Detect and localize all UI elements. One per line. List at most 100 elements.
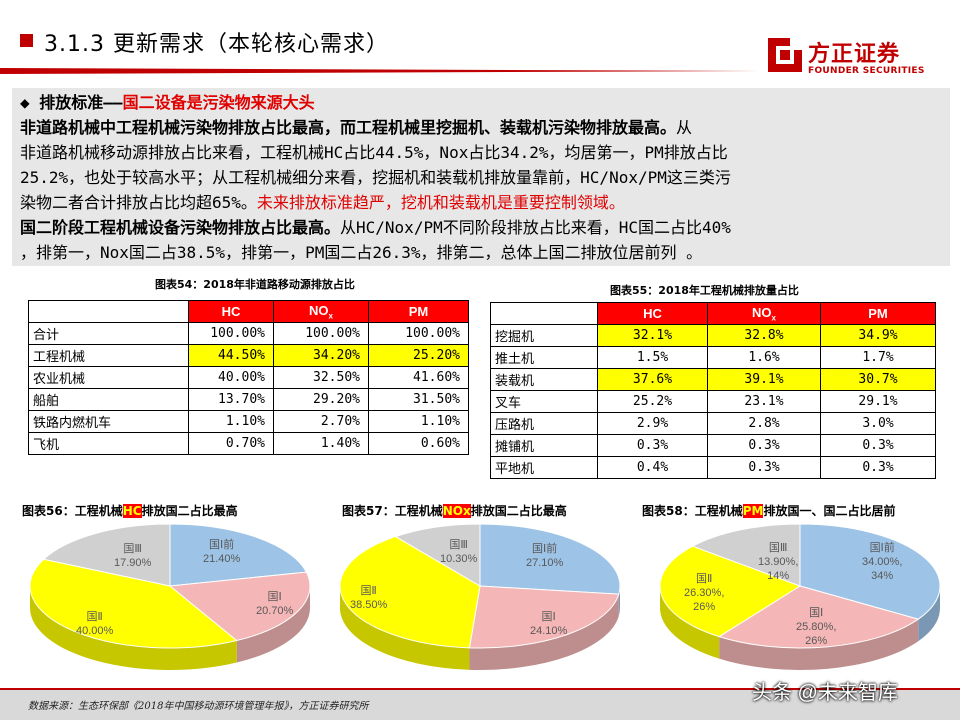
- pie56-label-g2: 国Ⅱ 40.00%: [76, 610, 113, 638]
- table-row: 船舶 13.70% 29.20% 31.50%: [28, 388, 469, 411]
- table-header-cell: HC: [188, 300, 274, 323]
- label-name: 国Ⅰ: [541, 611, 556, 623]
- summary-text: 从: [676, 118, 693, 137]
- label-name: 国Ⅱ: [360, 585, 377, 597]
- summary-bold-statement: 非道路机械中工程机械污染物排放占比最高，而工程机械里挖掘机、装载机污染物排放最高…: [20, 118, 677, 137]
- label-name: 国Ⅱ: [695, 573, 713, 585]
- caption-text: 排放国一、国二占比居前: [763, 504, 896, 518]
- value-cell: 32.50%: [273, 366, 369, 389]
- pie57-chart: [339, 523, 621, 670]
- pie56-label-g1: 国Ⅰ 20.70%: [256, 590, 293, 618]
- label-value: 27.10%: [526, 557, 564, 569]
- pie58-slice-side: [660, 586, 720, 659]
- value-cell: 23.1%: [707, 390, 821, 413]
- caption-highlight: PM: [742, 504, 764, 518]
- label-name: 国Ⅱ: [86, 611, 103, 623]
- table54-caption: 图表54：2018年非道路移动源排放占比: [155, 278, 355, 291]
- header-divider: [0, 68, 760, 74]
- label-value: 38.50%: [350, 599, 388, 611]
- diamond-bullet-icon: ◆: [20, 93, 30, 112]
- brand-logo-en: FOUNDER SECURITIES: [808, 66, 925, 76]
- pie58-label-g1: 国Ⅰ 25.80%, 26%: [796, 606, 836, 648]
- header-subscript: x: [771, 313, 776, 323]
- label-pct: 26%: [805, 635, 828, 647]
- pie58-slice-3: [691, 523, 801, 587]
- pie56-chart: [29, 523, 311, 670]
- value-cell: 31.50%: [368, 388, 469, 411]
- value-cell: 39.1%: [707, 368, 821, 391]
- row-label-cell: 农业机械: [28, 366, 189, 389]
- table-row: 叉车 25.2% 23.1% 29.1%: [490, 390, 936, 413]
- value-cell: 2.70%: [273, 410, 369, 433]
- label-value: 26.30%,: [684, 587, 725, 599]
- brand-logo-cn: 方正证券: [808, 42, 901, 67]
- table54: HC NOx PM 合计 100.00% 100.00% 100.00% 工程机械 44.…: [28, 300, 469, 455]
- pie58-label-g3: 国Ⅲ 13.90%, 14%: [758, 541, 798, 583]
- value-cell: 25.20%: [368, 344, 469, 367]
- table-header-cell: [490, 302, 598, 325]
- label-value: 17.90%: [114, 557, 152, 569]
- value-cell: 100.00%: [368, 322, 469, 345]
- label-name: 国Ⅰ前: [209, 539, 235, 551]
- summary-line-6: 国二阶段工程机械设备污染物排放占比最高。从HC/Nox/PM不同阶段排放占比来看…: [20, 217, 731, 239]
- value-cell: 29.20%: [273, 388, 369, 411]
- label-value: 10.30%: [440, 553, 478, 565]
- row-label-cell: 飞机: [28, 432, 189, 455]
- pie56-slice-2: [29, 558, 238, 649]
- label-pct: 34%: [871, 570, 894, 582]
- label-value: 40.00%: [76, 625, 114, 637]
- value-cell: 0.3%: [597, 434, 708, 457]
- summary-line-3: 非道路机械移动源排放占比来看，工程机械HC占比44.5%，Nox占比34.2%，…: [20, 143, 728, 162]
- summary-red-statement: 未来排放标准趋严，挖机和装载机是重要控制领域。: [256, 193, 625, 212]
- summary-line-4: 25.2%，也处于较高水平；从工程机械细分来看，挖掘机和装载机排放量靠前，HC/…: [20, 168, 731, 187]
- pie56-slice-side: [236, 586, 310, 663]
- table-header-cell: NOx: [707, 302, 821, 325]
- header-subscript: x: [328, 311, 333, 321]
- table-header-cell: PM: [820, 302, 936, 325]
- pie57-label-g1: 国Ⅰ 24.10%: [530, 610, 567, 638]
- pie57-slice-3: [394, 523, 481, 587]
- caption-text: 图表56：工程机械: [22, 504, 123, 518]
- label-value-exact: 26.30%: [684, 587, 722, 599]
- label-name: 国Ⅲ: [768, 542, 788, 554]
- value-cell: 1.10%: [368, 410, 469, 433]
- label-value: 20.70%: [256, 605, 294, 617]
- footer-divider: [0, 688, 960, 690]
- label-pct: 14%: [767, 570, 790, 582]
- value-cell: 32.8%: [707, 324, 821, 347]
- summary-heading: 排放标准——: [39, 93, 123, 112]
- value-cell: 1.10%: [188, 410, 274, 433]
- value-cell: 40.00%: [188, 366, 274, 389]
- watermark: 头条 @未来智库: [752, 682, 898, 704]
- label-name: 国Ⅲ: [449, 539, 468, 551]
- value-cell: 34.9%: [820, 324, 936, 347]
- value-cell: 30.7%: [820, 368, 936, 391]
- table55: HC NOx PM 挖掘机 32.1% 32.8% 34.9% 推土机 1.5% 1.6% 1…: [490, 302, 936, 479]
- row-label-cell: 船舶: [28, 388, 189, 411]
- table-row: 平地机 0.4% 0.3% 0.3%: [490, 456, 936, 479]
- pie56-caption: 图表56：工程机械HC排放国二占比最高: [22, 502, 238, 519]
- header-bullet-square: [20, 34, 33, 47]
- pie56-slice-3: [42, 523, 171, 587]
- table-row: 摊铺机 0.3% 0.3% 0.3%: [490, 434, 936, 457]
- table55-caption: 图表55：2018年工程机械排放量占比: [610, 284, 799, 297]
- label-name: 国Ⅲ: [123, 543, 142, 555]
- pie58-slice-side: [918, 586, 940, 642]
- value-cell: 29.1%: [820, 390, 936, 413]
- label-name: 国Ⅰ: [809, 607, 824, 619]
- value-cell: 0.3%: [707, 434, 821, 457]
- value-cell: 0.3%: [820, 434, 936, 457]
- row-label-cell: 压路机: [490, 412, 598, 435]
- pie56-slice-side: [30, 586, 237, 670]
- header-text: NO: [752, 304, 772, 320]
- label-value-exact: 13.90%: [758, 556, 796, 568]
- value-cell: 0.3%: [707, 456, 821, 479]
- pie58-slice-1: [717, 585, 920, 649]
- pie57-slice-0: [479, 523, 621, 595]
- header-text: NO: [309, 302, 329, 318]
- row-label-cell: 铁路内燃机车: [28, 410, 189, 433]
- caption-text: 图表57：工程机械: [342, 504, 443, 518]
- value-cell: 32.1%: [597, 324, 708, 347]
- pie57-slice-side: [469, 594, 619, 670]
- label-value: 25.80%,: [796, 621, 837, 633]
